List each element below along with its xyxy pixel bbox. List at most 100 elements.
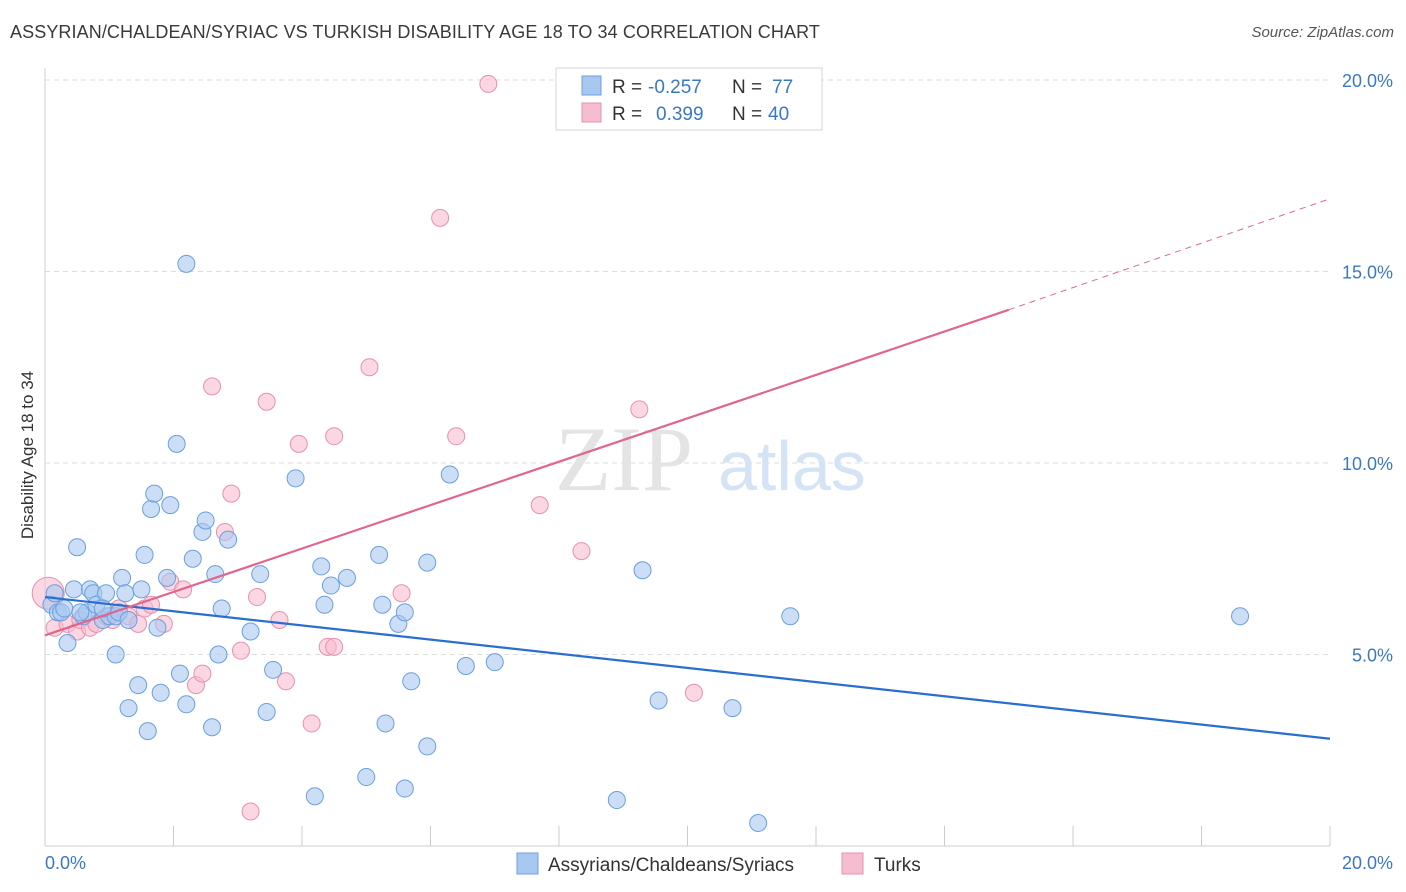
- y-tick-label: 15.0%: [1342, 263, 1393, 283]
- turks-point: [270, 611, 289, 630]
- assyrian-point: [395, 779, 414, 798]
- assyrian-point: [151, 683, 170, 702]
- turks-point: [360, 358, 379, 377]
- assyrian-point: [456, 656, 475, 675]
- assyrian-points: [42, 254, 1250, 833]
- turks-point: [276, 672, 295, 691]
- stats-legend: R = -0.257 N = 77 R = 0.399 N = 40: [555, 67, 823, 131]
- assyrian-point: [209, 645, 228, 664]
- turks-point: [203, 377, 222, 396]
- grid-lines: [45, 79, 1330, 655]
- turks-point: [325, 637, 344, 656]
- turks-point: [231, 641, 250, 660]
- turks-trend-line: [44, 308, 1010, 637]
- assyrian-trend-line: [44, 595, 1331, 740]
- assyrian-point: [241, 622, 260, 641]
- turks-point: [630, 400, 649, 419]
- assyrian-point: [64, 580, 83, 599]
- y-tick-label: 20.0%: [1342, 71, 1393, 91]
- assyrian-point: [607, 791, 626, 810]
- r-value-blue: -0.257: [648, 77, 702, 98]
- assyrian-point: [321, 576, 340, 595]
- turks-point: [302, 714, 321, 733]
- watermark-atlas: atlas: [718, 427, 866, 505]
- assyrian-point: [251, 565, 270, 584]
- assyrian-point: [649, 691, 668, 710]
- assyrian-point: [781, 607, 800, 626]
- n-label-blue: N =: [732, 77, 762, 98]
- turks-point: [479, 74, 498, 93]
- turks-point: [447, 427, 466, 446]
- series-legend-swatch-blue: [516, 852, 539, 875]
- watermark: ZIP atlas: [555, 408, 866, 510]
- assyrian-point: [485, 653, 504, 672]
- assyrian-point: [418, 737, 437, 756]
- turks-point: [572, 542, 591, 561]
- assyrian-point: [402, 672, 421, 691]
- assyrian-point: [312, 557, 331, 576]
- assyrian-point: [177, 695, 196, 714]
- assyrian-point: [440, 465, 459, 484]
- assyrian-point: [286, 469, 305, 488]
- assyrian-point: [106, 645, 125, 664]
- assyrian-point: [212, 599, 231, 618]
- assyrian-point: [337, 568, 356, 587]
- turks-point: [289, 434, 308, 453]
- series-legend-swatch-pink: [841, 852, 864, 875]
- assyrian-point: [203, 718, 222, 737]
- series-legend: Assyrians/Chaldeans/Syriacs Turks: [516, 852, 921, 876]
- assyrian-point: [167, 434, 186, 453]
- assyrian-point: [395, 603, 414, 622]
- trend-lines: [44, 198, 1331, 740]
- assyrian-point: [113, 568, 132, 587]
- assyrian-point: [196, 511, 215, 530]
- assyrian-point: [71, 603, 90, 622]
- axes: [44, 68, 1331, 847]
- assyrian-point: [376, 714, 395, 733]
- source-label: Source: ZipAtlas.com: [1251, 24, 1394, 41]
- assyrian-point: [177, 254, 196, 273]
- assyrian-point: [68, 538, 87, 557]
- assyrian-point: [370, 545, 389, 564]
- n-value-blue: 77: [772, 77, 793, 98]
- turks-point: [530, 496, 549, 515]
- x-tick-label: 20.0%: [1342, 853, 1393, 873]
- assyrian-point: [305, 787, 324, 806]
- y-tick-label: 10.0%: [1342, 454, 1393, 474]
- legend-swatch-blue: [581, 75, 602, 96]
- assyrian-point: [315, 595, 334, 614]
- turks-point: [257, 392, 276, 411]
- assyrian-point: [723, 699, 742, 718]
- assyrian-point: [116, 584, 135, 603]
- turks-point: [248, 588, 267, 607]
- turks-point: [431, 208, 450, 227]
- r-value-pink: 0.399: [656, 104, 704, 125]
- y-tick-label: 5.0%: [1352, 646, 1393, 666]
- assyrian-point: [129, 676, 148, 695]
- assyrian-point: [264, 660, 283, 679]
- assyrian-point: [749, 814, 768, 833]
- assyrian-point: [633, 561, 652, 580]
- y-axis-label: Disability Age 18 to 34: [18, 371, 37, 539]
- assyrian-point: [357, 768, 376, 787]
- turks-point: [325, 427, 344, 446]
- assyrian-point: [138, 722, 157, 741]
- assyrian-point: [148, 618, 167, 637]
- n-value-pink: 40: [768, 104, 789, 125]
- series-legend-label-pink: Turks: [874, 855, 921, 876]
- assyrian-point: [219, 530, 238, 549]
- assyrian-point: [119, 611, 138, 630]
- assyrian-point: [145, 484, 164, 503]
- assyrian-point: [1231, 607, 1250, 626]
- turks-point: [684, 683, 703, 702]
- assyrian-point: [170, 664, 189, 683]
- assyrian-point: [55, 599, 74, 618]
- assyrian-point: [158, 568, 177, 587]
- turks-trend-extension: [1008, 198, 1331, 311]
- legend-swatch-pink: [581, 102, 602, 123]
- assyrian-point: [97, 584, 116, 603]
- assyrian-point: [135, 545, 154, 564]
- assyrian-point: [373, 595, 392, 614]
- turks-point: [222, 484, 241, 503]
